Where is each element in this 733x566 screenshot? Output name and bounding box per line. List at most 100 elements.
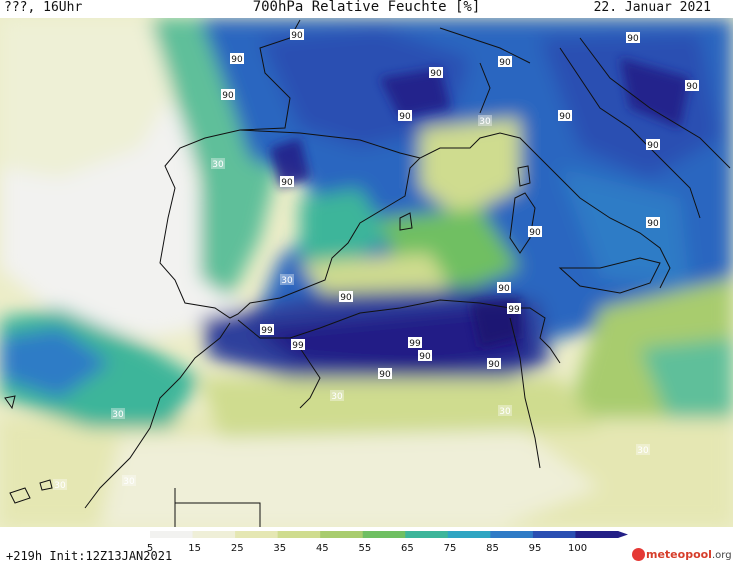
contour-label: 90 (498, 56, 512, 68)
svg-text:30: 30 (123, 477, 135, 487)
contour-label: 90 (230, 53, 244, 65)
svg-text:30: 30 (479, 117, 491, 127)
svg-text:90: 90 (281, 178, 293, 188)
contour-label: 90 (398, 110, 412, 122)
humidity-detail (270, 58, 690, 348)
contour-label: 90 (290, 29, 304, 41)
colorbar-swatch (235, 531, 279, 538)
colorbar-swatch (447, 531, 491, 538)
contour-label: 90 (646, 217, 660, 229)
svg-text:90: 90 (627, 34, 639, 44)
svg-text:99: 99 (508, 305, 520, 315)
colorbar-tick-label: 45 (316, 543, 329, 554)
colorbar-tick-label: 5 (147, 543, 153, 554)
svg-text:30: 30 (112, 410, 124, 420)
valid-date-label: 22. Januar 2021 (593, 0, 711, 15)
svg-text:99: 99 (292, 341, 304, 351)
humidity-map-canvas: 90 90 90 90 90 90 90 90 90 90 90 90 90 90 90 90 90 90 99 99… (0, 18, 733, 527)
map-title: 700hPa Relative Feuchte [%] (252, 0, 481, 15)
colorbar-swatch (362, 531, 406, 538)
svg-text:30: 30 (499, 407, 511, 417)
svg-text:90: 90 (231, 55, 243, 65)
svg-text:90: 90 (430, 69, 442, 79)
colorbar-tick-label: 75 (444, 543, 457, 554)
map-header: ???, 16Uhr 700hPa Relative Feuchte [%] 2… (0, 0, 733, 18)
colorbar-swatch (192, 531, 236, 538)
valid-time-label: ???, 16Uhr (4, 0, 83, 15)
contour-label: 90 (378, 368, 392, 380)
contour-label: 30 (211, 158, 225, 170)
svg-text:90: 90 (379, 370, 391, 380)
svg-text:90: 90 (291, 31, 303, 41)
colorbar-tick-label: 25 (231, 543, 244, 554)
contour-label: 30 (111, 408, 125, 420)
contour-label: 30 (636, 444, 650, 456)
humidity-map: 90 90 90 90 90 90 90 90 90 90 90 90 90 90 90 90 90 90 99 99… (0, 18, 733, 527)
contour-label: 90 (497, 282, 511, 294)
logo-text: meteopool.org (646, 548, 732, 561)
contour-label: 99 (408, 337, 422, 349)
colorbar-tick-label: 35 (273, 543, 286, 554)
contour-label: 90 (280, 176, 294, 188)
svg-text:90: 90 (340, 293, 352, 303)
svg-text:30: 30 (331, 392, 343, 402)
colorbar: 5 15 25 35 45 55 65 75 85 95 100 (147, 531, 628, 554)
model-run-info: +219h Init:12Z13JAN2021 (6, 549, 173, 563)
svg-text:30: 30 (637, 446, 649, 456)
contour-label: 30 (498, 405, 512, 417)
colorbar-arrow-icon (618, 531, 628, 538)
contour-label: 99 (291, 339, 305, 351)
colorbar-tick-label: 65 (401, 543, 414, 554)
contour-label: 90 (528, 226, 542, 238)
svg-text:90: 90 (419, 352, 431, 362)
map-footer: 5 15 25 35 45 55 65 75 85 95 100 +219h Init:12Z13J… (0, 527, 733, 566)
svg-text:30: 30 (281, 276, 293, 286)
svg-text:90: 90 (488, 360, 500, 370)
contour-label: 90 (685, 80, 699, 92)
svg-text:90: 90 (499, 58, 511, 68)
colorbar-swatch (405, 531, 449, 538)
contour-label: 30 (478, 115, 492, 127)
contour-label: 30 (53, 479, 67, 491)
contour-label: 90 (418, 350, 432, 362)
svg-text:90: 90 (222, 91, 234, 101)
colorbar-swatch (277, 531, 321, 538)
svg-text:99: 99 (261, 326, 273, 336)
svg-text:90: 90 (686, 82, 698, 92)
svg-text:90: 90 (647, 141, 659, 151)
svg-text:30: 30 (54, 481, 66, 491)
colorbar-swatch (150, 531, 194, 538)
svg-text:99: 99 (409, 339, 421, 349)
contour-labels: 90 90 90 90 90 90 90 90 90 90 90 90 90 90 90 90 90 90 99 99… (53, 29, 699, 491)
svg-text:90: 90 (647, 219, 659, 229)
colorbar-tick-label: 100 (568, 543, 587, 554)
svg-text:90: 90 (529, 228, 541, 238)
contour-label: 90 (339, 291, 353, 303)
colorbar-tick-label: 85 (486, 543, 499, 554)
meteopool-logo[interactable]: meteopool.org (632, 547, 732, 565)
colorbar-swatches (150, 531, 628, 538)
contour-label: 30 (122, 475, 136, 487)
contour-label: 99 (260, 324, 274, 336)
colorbar-ticks: 5 15 25 35 45 55 65 75 85 95 100 (147, 543, 587, 554)
contour-label: 99 (507, 303, 521, 315)
contour-label: 90 (221, 89, 235, 101)
logo-globe-icon (632, 548, 645, 561)
svg-text:90: 90 (559, 112, 571, 122)
colorbar-tick-label: 15 (188, 543, 201, 554)
contour-label: 90 (558, 110, 572, 122)
colorbar-tick-label: 95 (529, 543, 542, 554)
contour-label: 30 (330, 390, 344, 402)
colorbar-swatch (575, 531, 619, 538)
contour-label: 90 (429, 67, 443, 79)
svg-text:90: 90 (399, 112, 411, 122)
contour-label: 90 (626, 32, 640, 44)
colorbar-swatch (490, 531, 534, 538)
svg-text:90: 90 (498, 284, 510, 294)
svg-text:30: 30 (212, 160, 224, 170)
colorbar-swatch (532, 531, 576, 538)
humidity-field (0, 18, 733, 527)
contour-label: 90 (487, 358, 501, 370)
colorbar-swatch (320, 531, 364, 538)
colorbar-tick-label: 55 (358, 543, 371, 554)
